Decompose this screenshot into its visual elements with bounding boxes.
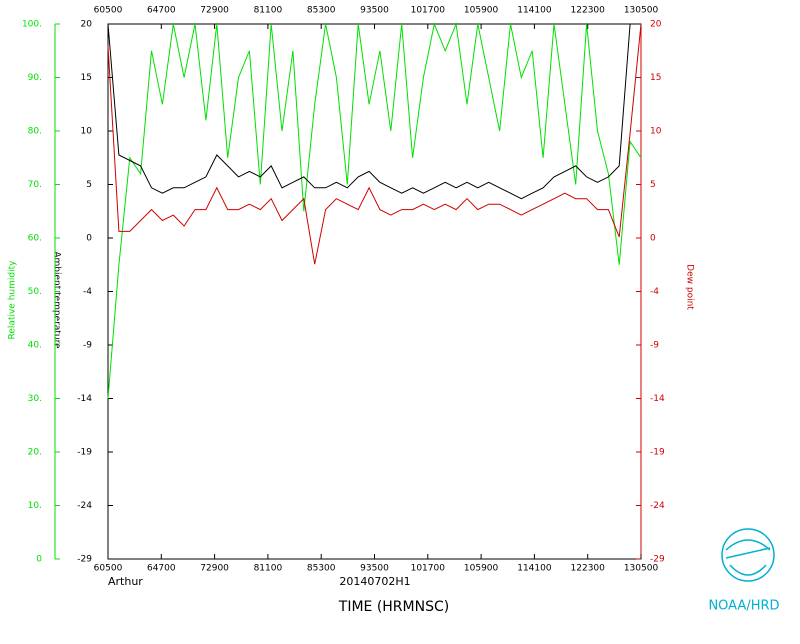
x-tick-label-top: 105900 [464,6,499,16]
y2ticks-label: 5 [650,180,656,190]
x-tick-label-top: 101700 [411,6,446,16]
x-tick-label-top: 130500 [624,6,659,16]
x-tick-label: 122300 [571,564,606,574]
y3ticks-label: 100. [22,20,42,30]
x-tick-label-top: 64700 [147,6,176,16]
y2ticks-label: 20 [650,20,662,30]
x-tick-label: 64700 [147,564,176,574]
x-tick-label-top: 60500 [94,6,123,16]
x-tick-label: 93500 [360,564,389,574]
storm-name: Arthur [108,575,143,588]
y2ticks-label: 10 [650,127,662,137]
x-tick-label: 60500 [94,564,123,574]
y2ticks-label: -29 [650,555,665,565]
yticks-label: 5 [86,180,92,190]
yticks-label: -29 [77,555,92,565]
x-tick-label: 101700 [411,564,446,574]
x-tick-label: 81100 [254,564,283,574]
noaa-logo [721,528,775,582]
yticks-label: 15 [81,73,92,83]
y2ticks-label: -14 [650,394,665,404]
yticks-label: -24 [77,501,92,511]
y3ticks-label: 10. [28,501,42,511]
x-tick-label-top: 122300 [571,6,606,16]
plot-frame [107,23,642,560]
y2ticks-label: -24 [650,501,665,511]
series-line [107,23,642,265]
series-line [107,23,641,200]
yticks-label: 0 [86,234,92,244]
y2ticks-label: -19 [650,448,665,458]
x-tick-label-top: 114100 [517,6,552,16]
x-tick-label: 105900 [464,564,499,574]
y3ticks-label: 30. [28,394,42,404]
y3ticks-label: 40. [28,341,42,351]
y3ticks-label: 90. [28,73,42,83]
y3ticks-label: 50. [28,287,42,297]
x-tick-label-top: 81100 [254,6,283,16]
y3ticks-label: 0 [36,555,42,565]
x-axis-title: TIME (HRMNSC) [338,599,449,615]
y3-axis-title: Relative humidity [8,260,18,340]
credit: NOAA/HRD [708,599,779,614]
yticks-label: -19 [77,448,92,458]
x-tick-label-top: 85300 [307,6,336,16]
y-axis-title: Ambient temperature [52,251,62,349]
yticks-label: -4 [83,287,92,297]
x-tick-label: 72900 [200,564,229,574]
x-tick-label: 85300 [307,564,336,574]
yticks-label: -14 [77,394,92,404]
y3ticks-label: 20. [28,448,42,458]
y2ticks-label: 0 [650,234,656,244]
yticks-label: -9 [83,341,92,351]
yticks-label: 20 [81,20,93,30]
x-tick-label: 114100 [517,564,552,574]
series-line [107,22,642,399]
x-tick-label-top: 93500 [360,6,389,16]
y2-axis-title: Dew point [685,264,695,310]
yticks-label: 10 [81,127,93,137]
y3ticks-label: 60. [28,234,42,244]
y2ticks-label: -4 [650,287,659,297]
y3ticks-label: 70. [28,180,42,190]
y3ticks-label: 80. [28,127,42,137]
x-tick-label-top: 72900 [200,6,229,16]
x-tick-label: 130500 [624,564,659,574]
flight-id: 20140702H1 [339,575,410,588]
y2ticks-label: -9 [650,341,659,351]
y2ticks-label: 15 [650,73,661,83]
